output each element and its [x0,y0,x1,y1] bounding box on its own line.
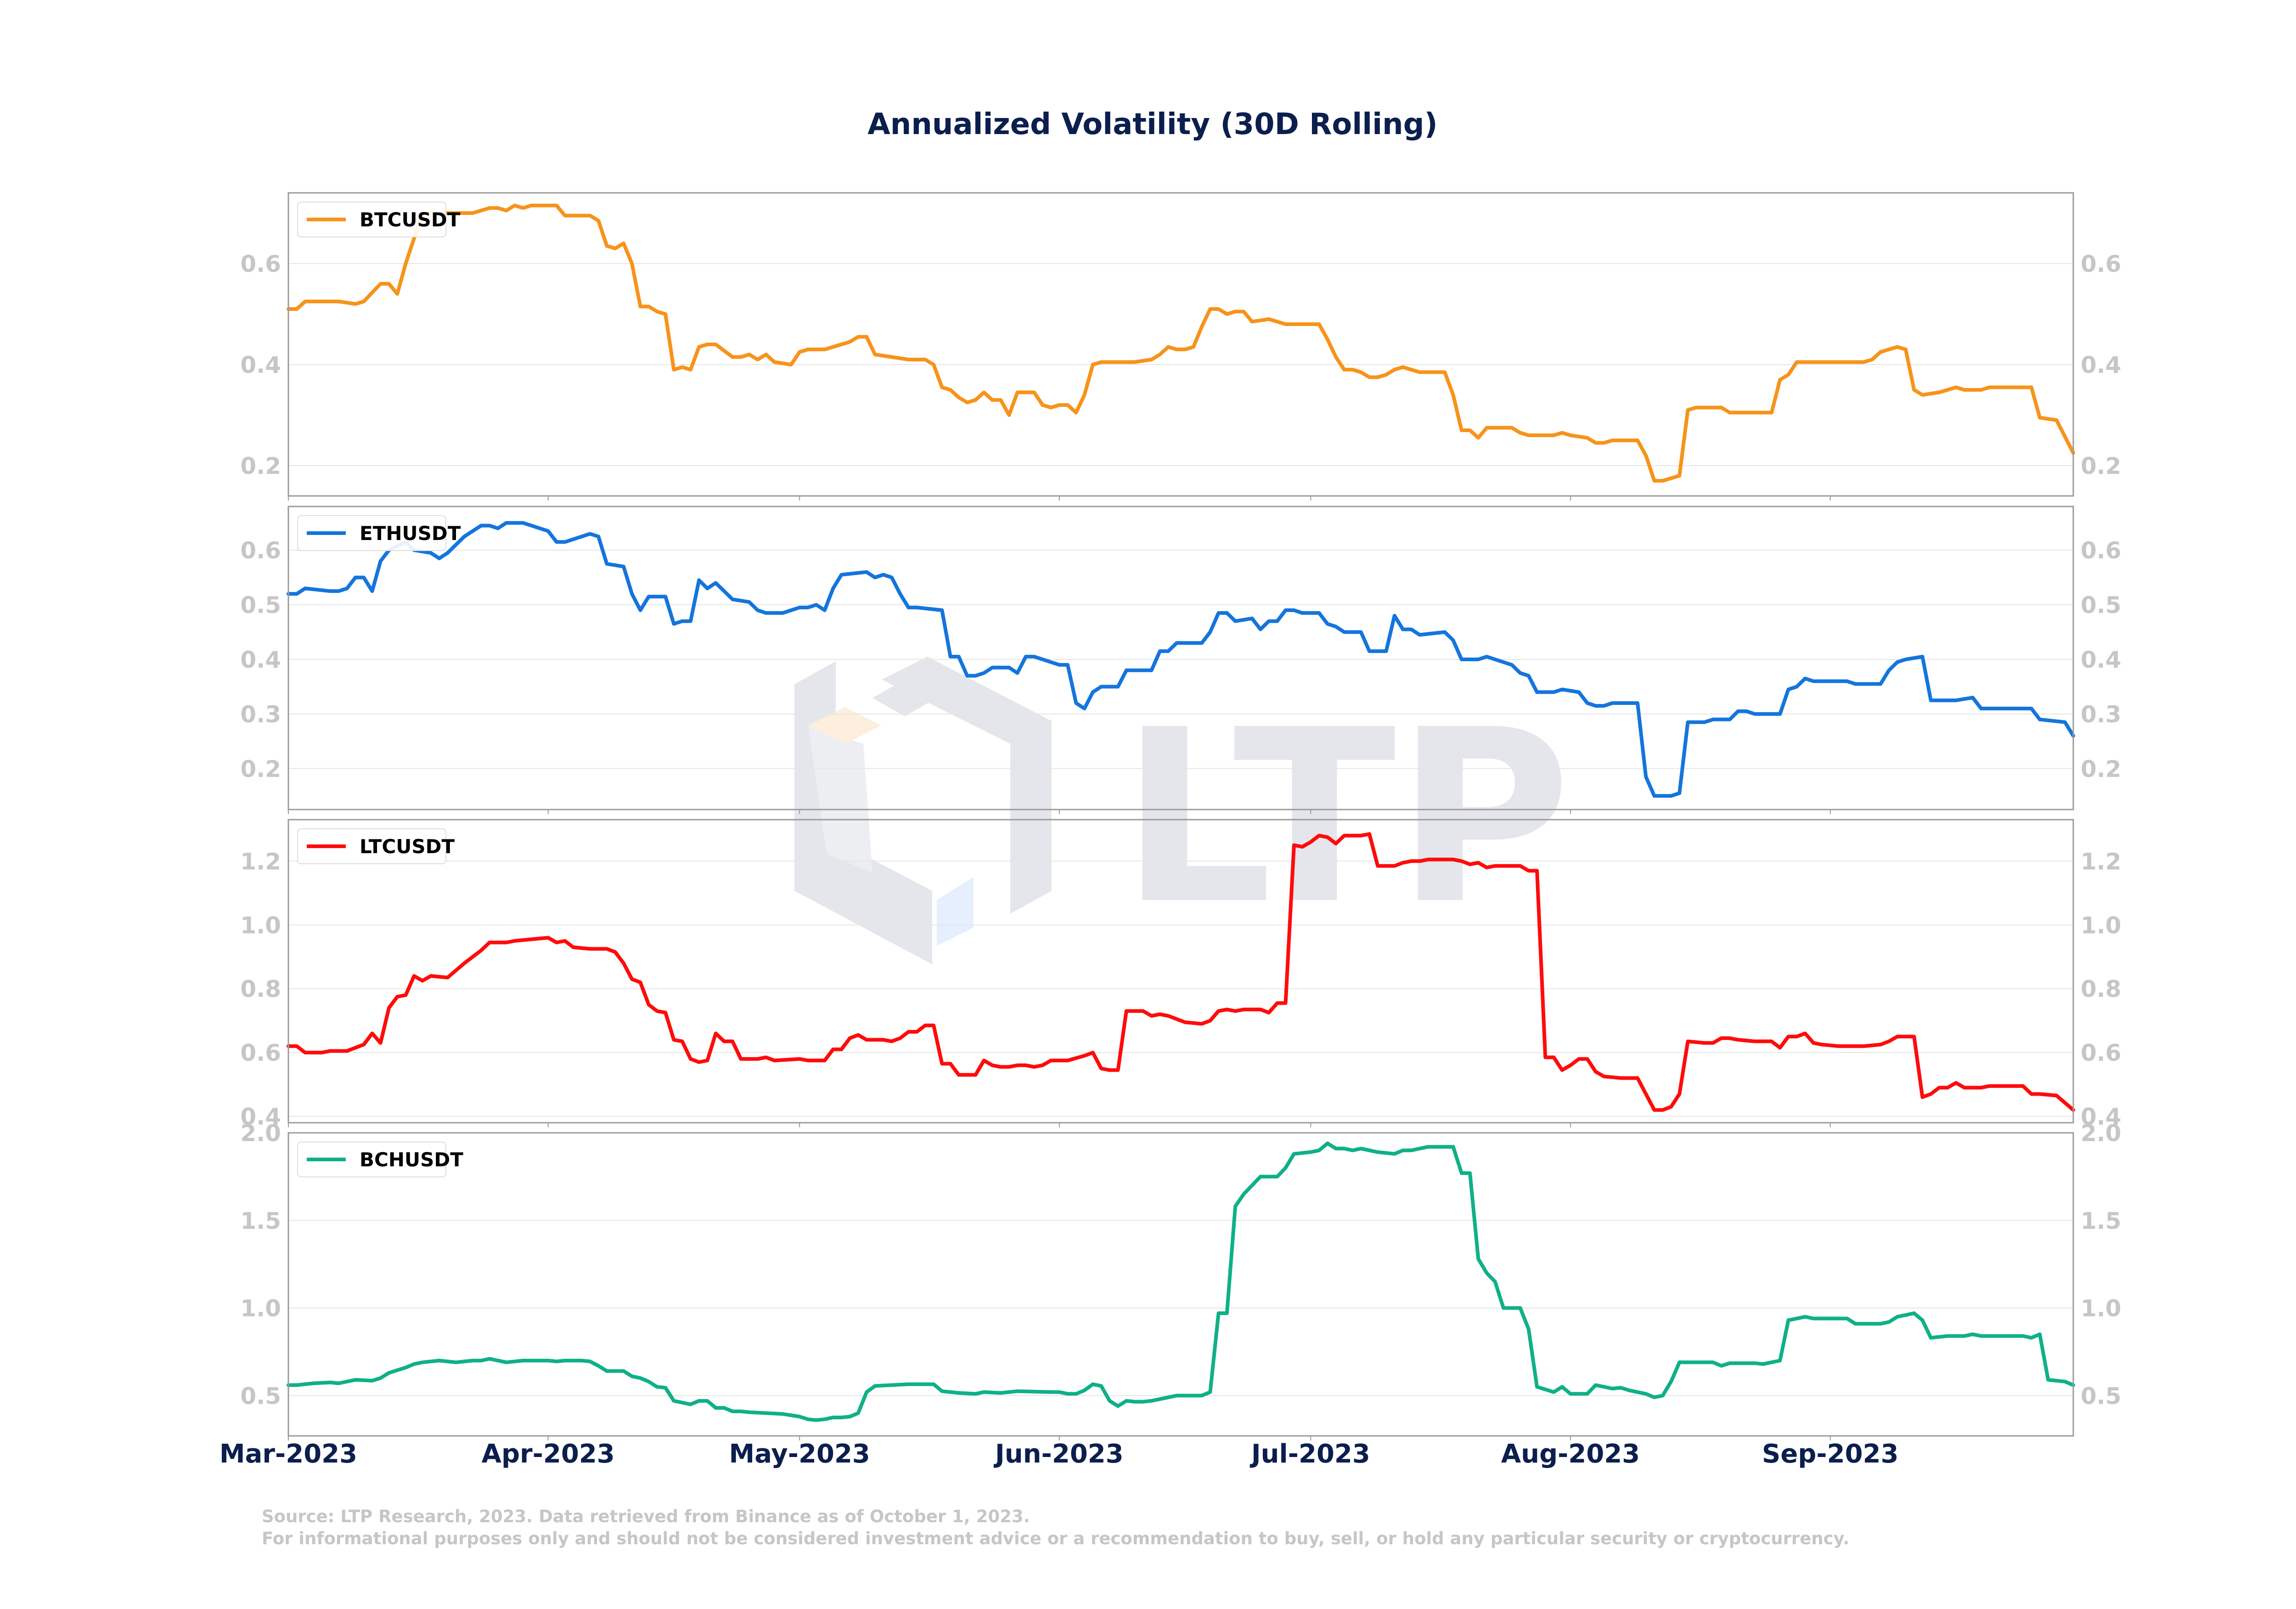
y-tick-label-right-ethusdt-4: 0.6 [2081,537,2122,564]
watermark-text: LTP [1120,678,1571,956]
y-tick-label-left-btcusdt-1: 0.4 [240,352,281,378]
x-tick-label-3: Jun-2023 [993,1439,1124,1469]
chart-title: Annualized Volatility (30D Rolling) [867,107,1438,141]
y-tick-label-left-bchusdt-3: 2.0 [240,1120,281,1147]
x-tick-label-5: Aug-2023 [1501,1439,1640,1469]
series-line-ltcusdt [287,832,2075,1112]
series-line-ethusdt [287,521,2075,798]
y-tick-label-left-ethusdt-3: 0.5 [240,592,281,619]
y-tick-label-right-btcusdt-1: 0.4 [2081,352,2122,378]
y-tick-label-left-bchusdt-2: 1.5 [240,1208,281,1234]
y-tick-label-left-ltcusdt-0: 0.4 [240,1103,281,1130]
legend-box-ethusdt [297,515,446,551]
panel-frame-btcusdt [287,192,2074,497]
legend-bchusdt: BCHUSDT [297,1142,463,1177]
y-tick-label-right-ethusdt-2: 0.4 [2081,647,2122,673]
panel-frame-bchusdt [287,1132,2074,1437]
chart-panels: 0.2 0.2 0.4 0.4 0.6 0.6 BTCUSDT 0.2 0.2 0.3 0.3 0.4… [240,192,2122,1440]
legend-box-ltcusdt [297,828,446,864]
legend-label-bchusdt: BCHUSDT [360,1148,463,1171]
panel-btcusdt: 0.2 0.2 0.4 0.4 0.6 0.6 BTCUSDT [240,192,2122,501]
x-tick-label-4: Jul-2023 [1249,1439,1370,1469]
legend-box-btcusdt [297,202,446,237]
ltp-watermark-logo: LTP [794,657,1571,964]
y-tick-label-left-ethusdt-1: 0.3 [240,701,281,728]
y-tick-label-right-ltcusdt-3: 1.0 [2081,912,2122,939]
source-note: Source: LTP Research, 2023. Data retriev… [262,1507,1030,1526]
y-tick-label-left-ltcusdt-4: 1.2 [240,848,281,875]
x-tick-label-6: Sep-2023 [1762,1439,1899,1469]
y-tick-label-left-ltcusdt-3: 1.0 [240,912,281,939]
panel-bchusdt: 0.5 0.5 1.0 1.0 1.5 1.5 2.0 2.0 BCHUSDT [240,1120,2122,1440]
series-line-btcusdt [287,203,2075,483]
panel-frame-ethusdt [287,506,2074,810]
y-tick-label-left-ltcusdt-2: 0.8 [240,976,281,1002]
y-tick-label-right-ltcusdt-2: 0.8 [2081,976,2122,1002]
y-tick-label-left-bchusdt-0: 0.5 [240,1383,281,1409]
y-tick-label-left-ethusdt-4: 0.6 [240,537,281,564]
x-tick-label-2: May-2023 [729,1439,870,1469]
y-tick-label-right-bchusdt-0: 0.5 [2081,1383,2122,1409]
y-tick-label-left-btcusdt-2: 0.6 [240,251,281,277]
panel-ethusdt: 0.2 0.2 0.3 0.3 0.4 0.4 0.5 0.5 0.6 0.6 ETHUSDT [240,506,2122,814]
y-tick-label-right-ltcusdt-0: 0.4 [2081,1103,2122,1130]
y-tick-label-right-bchusdt-3: 2.0 [2081,1120,2122,1147]
x-tick-label-1: Apr-2023 [482,1439,615,1469]
legend-ltcusdt: LTCUSDT [297,828,455,864]
y-tick-label-left-ethusdt-0: 0.2 [240,756,281,782]
legend-label-ltcusdt: LTCUSDT [360,835,455,858]
legend-label-ethusdt: ETHUSDT [360,522,461,545]
y-tick-label-right-ethusdt-1: 0.3 [2081,701,2122,728]
panel-frame-ltcusdt [287,819,2074,1124]
y-tick-label-left-btcusdt-0: 0.2 [240,453,281,479]
disclaimer-note: For informational purposes only and shou… [262,1529,1849,1548]
y-tick-label-right-bchusdt-1: 1.0 [2081,1295,2122,1322]
y-tick-label-right-btcusdt-0: 0.2 [2081,453,2122,479]
y-tick-label-right-ethusdt-3: 0.5 [2081,592,2122,619]
y-tick-label-right-ethusdt-0: 0.2 [2081,756,2122,782]
series-line-bchusdt [287,1141,2075,1422]
y-tick-label-left-ethusdt-2: 0.4 [240,647,281,673]
panel-ltcusdt: 0.4 0.4 0.6 0.6 0.8 0.8 1.0 1.0 1.2 1.2 LTCUSDT [240,819,2122,1130]
y-tick-label-left-bchusdt-1: 1.0 [240,1295,281,1322]
y-tick-label-right-ltcusdt-1: 0.6 [2081,1040,2122,1066]
y-tick-label-right-ltcusdt-4: 1.2 [2081,848,2122,875]
y-tick-label-left-ltcusdt-1: 0.6 [240,1040,281,1066]
legend-btcusdt: BTCUSDT [297,202,461,237]
legend-ethusdt: ETHUSDT [297,515,461,551]
legend-box-bchusdt [297,1142,446,1177]
y-tick-label-right-btcusdt-2: 0.6 [2081,251,2122,277]
x-tick-label-0: Mar-2023 [219,1439,357,1469]
x-axis: Mar-2023 Apr-2023 May-2023 Jun-2023 Jul-2023… [219,1439,1899,1469]
legend-label-btcusdt: BTCUSDT [360,208,461,231]
y-tick-label-right-bchusdt-2: 1.5 [2081,1208,2122,1234]
